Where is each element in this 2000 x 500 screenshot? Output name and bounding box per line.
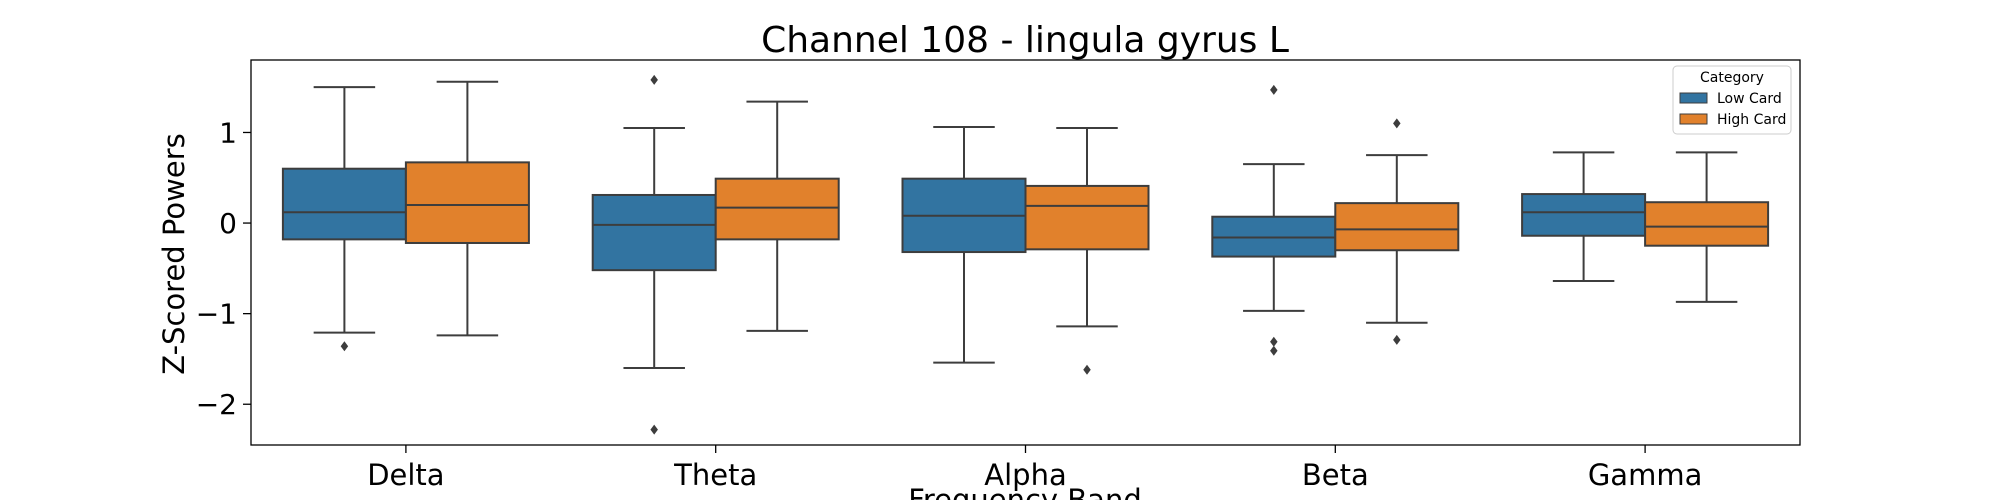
legend: Category Low Card High Card <box>1672 65 1792 135</box>
y-tick-label: −1 <box>196 298 237 331</box>
y-tick-label: −2 <box>196 388 237 421</box>
y-tick-label: 1 <box>219 116 237 149</box>
x-tick-label: Beta <box>1302 458 1369 492</box>
x-tick-label: Gamma <box>1588 458 1703 492</box>
box-beta-low-card <box>1211 84 1337 356</box>
legend-label: High Card <box>1717 112 1786 128</box>
outlier-point <box>650 74 658 85</box>
legend-swatch <box>1679 113 1708 125</box>
box-gamma-low-card <box>1521 151 1647 283</box>
x-axis-title: Frequency Band <box>908 483 1142 500</box>
outlier-point <box>1270 345 1278 356</box>
box-theta-low-card <box>591 74 717 435</box>
outlier-point <box>1270 84 1278 95</box>
box-beta-high-card <box>1334 118 1460 345</box>
outlier-point <box>650 424 658 435</box>
legend-swatch <box>1679 92 1708 104</box>
box-alpha-low-card <box>901 126 1027 364</box>
y-axis-title: Z-Scored Powers <box>157 133 191 374</box>
box-iqr <box>591 193 717 272</box>
legend-title: Category <box>1700 70 1764 86</box>
box-iqr <box>1334 202 1460 252</box>
legend-label: Low Card <box>1717 91 1782 107</box>
box-gamma-high-card <box>1644 151 1770 303</box>
box-iqr <box>1521 193 1647 237</box>
box-alpha-high-card <box>1024 126 1150 375</box>
x-tick-label: Theta <box>673 458 757 492</box>
box-iqr <box>281 167 407 241</box>
box-iqr <box>404 161 530 244</box>
axes: 1 0 −1 −2 Delta Theta Alpha Beta Gamma <box>196 116 1703 492</box>
box-theta-high-card <box>714 100 840 332</box>
y-tick-label: 0 <box>219 207 237 240</box>
box-delta-low-card <box>281 86 407 352</box>
outlier-point <box>1270 336 1278 347</box>
outlier-point <box>1393 118 1401 129</box>
box-iqr <box>714 177 840 241</box>
box-iqr <box>1024 184 1150 251</box>
outlier-point <box>340 341 349 352</box>
plot-area <box>281 74 1770 435</box>
chart-title: Channel 108 - lingula gyrus L <box>761 20 1289 61</box>
outlier-point <box>1083 364 1091 375</box>
outlier-point <box>1393 334 1401 345</box>
box-delta-high-card <box>404 80 530 337</box>
x-tick-label: Alpha <box>984 458 1066 492</box>
x-tick-label: Delta <box>367 458 444 492</box>
box-iqr <box>1644 201 1770 247</box>
